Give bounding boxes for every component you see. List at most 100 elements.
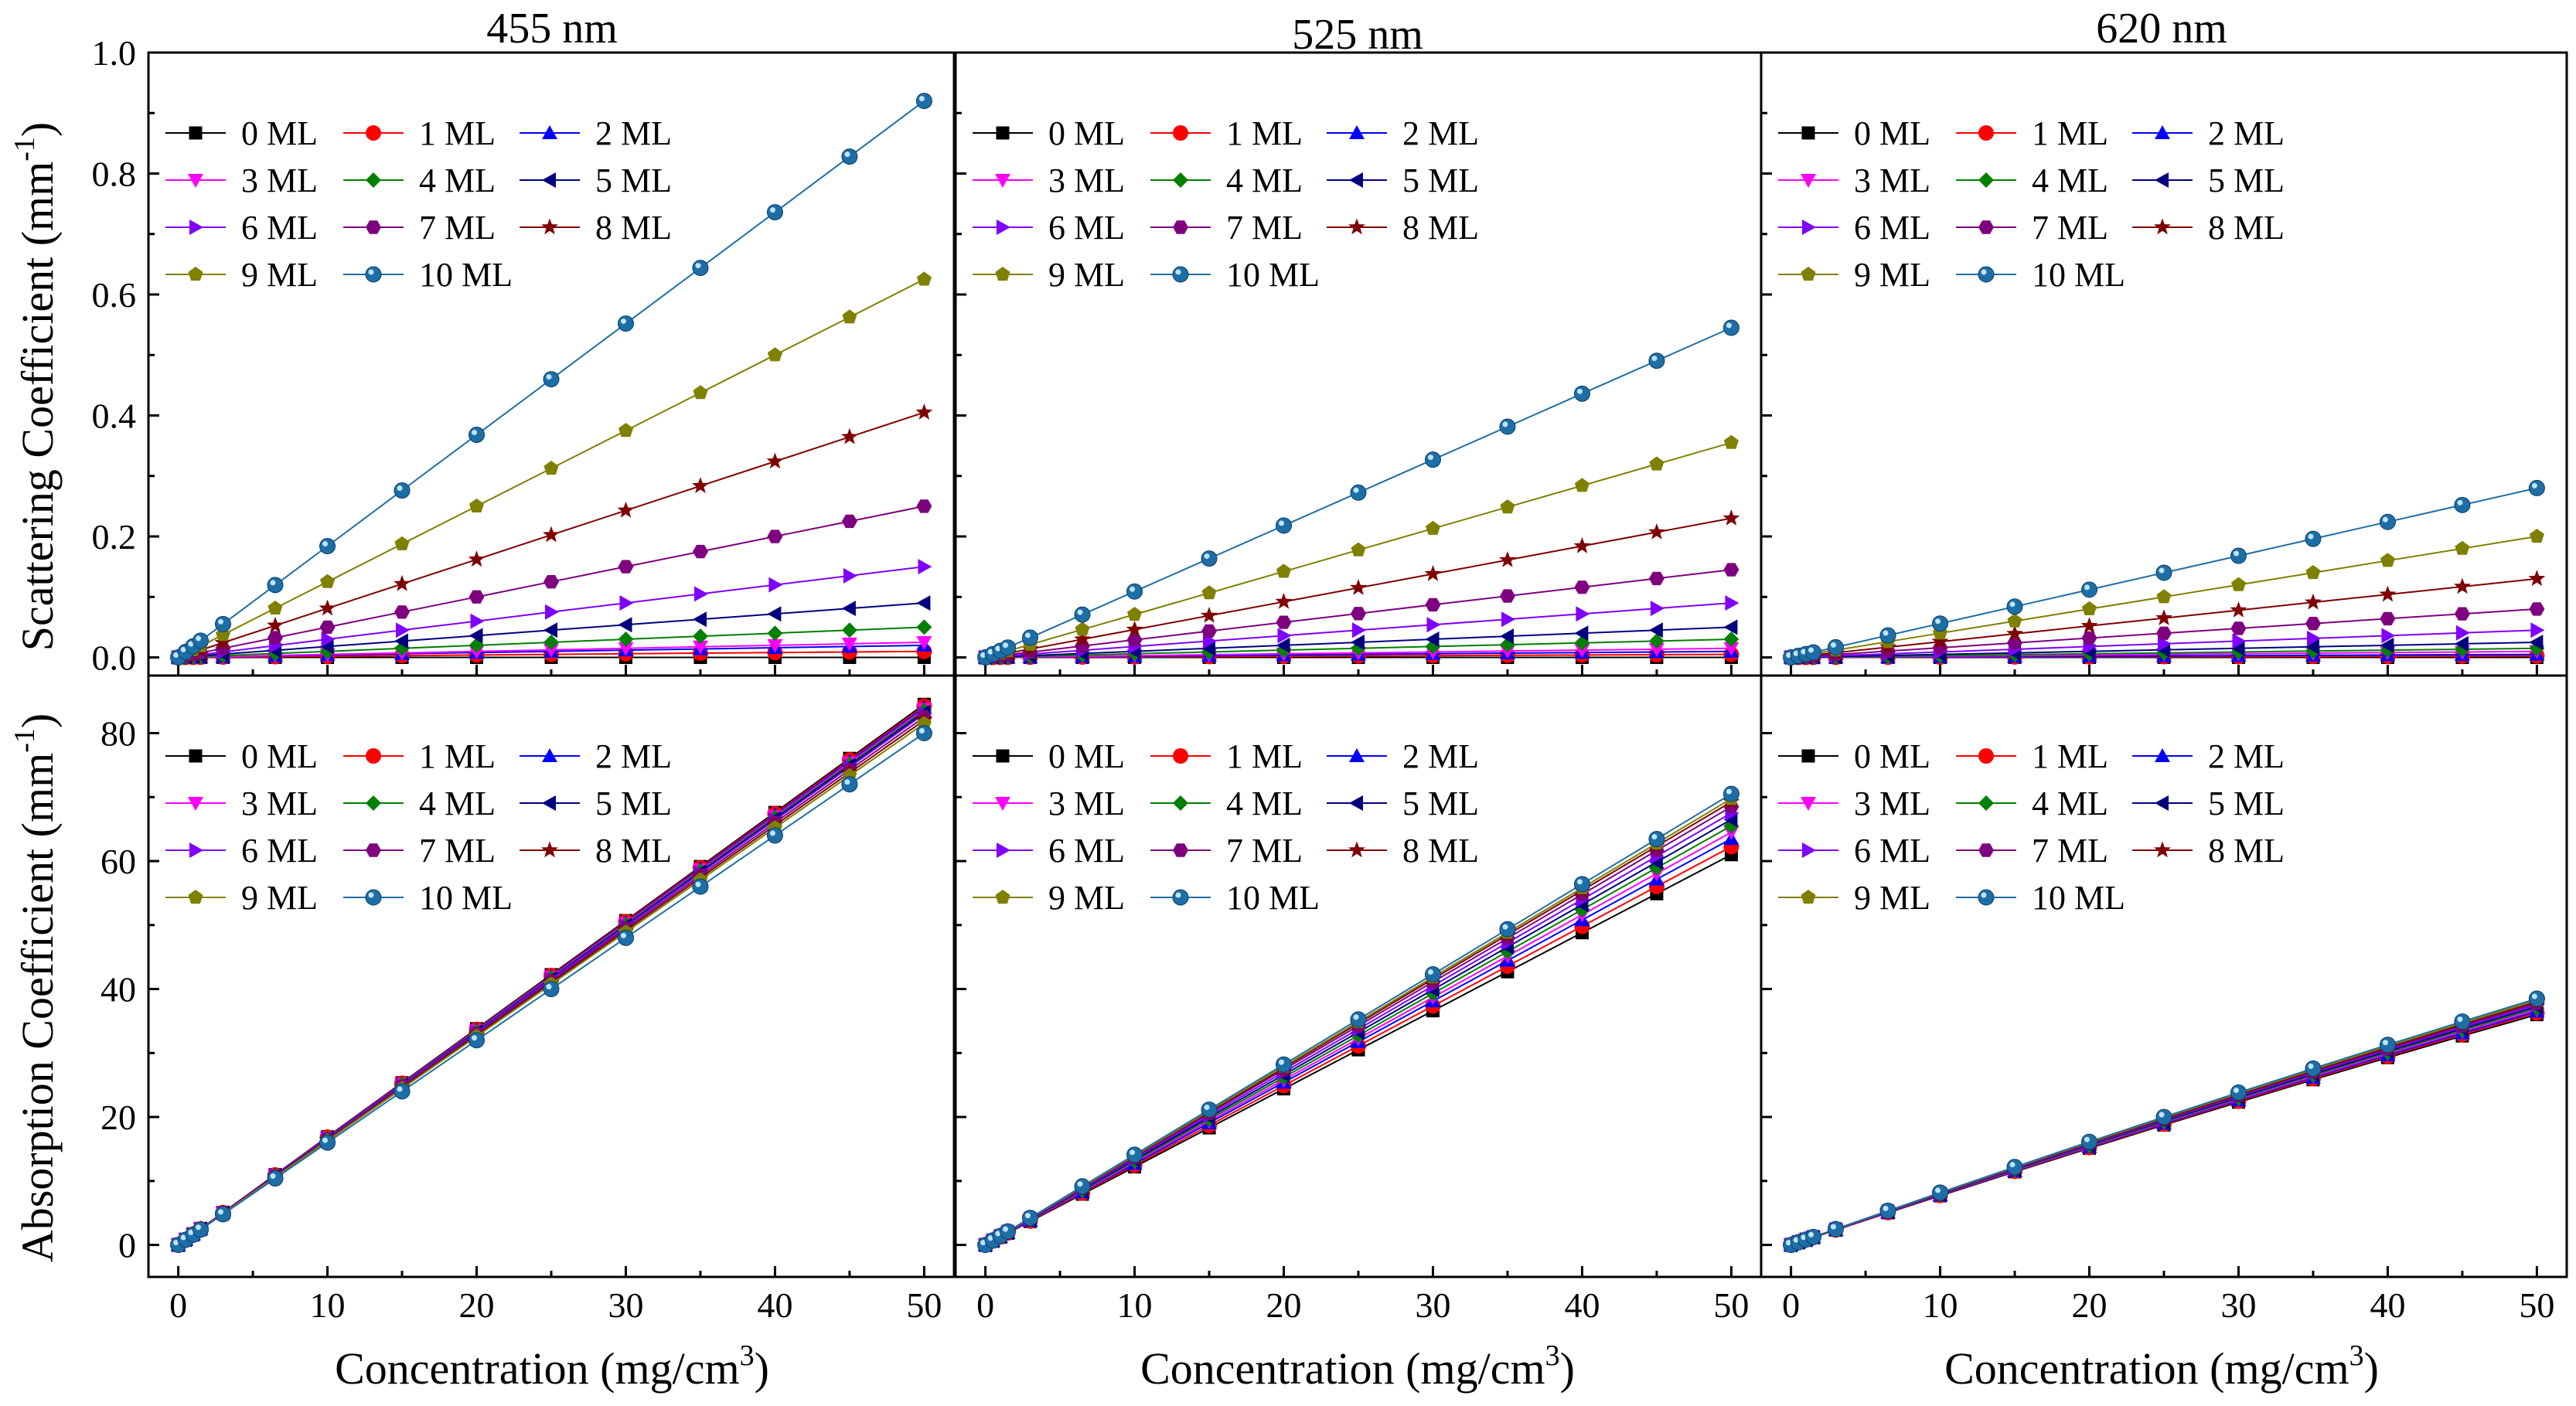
series-group <box>976 319 1740 666</box>
legend-marker <box>996 126 1010 140</box>
data-point-highlight <box>180 646 186 652</box>
data-point-highlight <box>1651 833 1658 839</box>
data-point <box>693 385 708 400</box>
data-point <box>1276 517 1293 534</box>
data-point <box>2379 1037 2396 1054</box>
data-point <box>1074 1178 1091 1195</box>
data-point <box>767 625 783 642</box>
legend-marker <box>2154 841 2171 858</box>
data-point <box>1000 1223 1017 1240</box>
legend-label: 1 ML <box>419 737 496 775</box>
x-tick-label: 0 <box>976 1285 994 1325</box>
data-point <box>1277 628 1292 644</box>
legend-label: 4 ML <box>419 162 496 199</box>
data-point <box>1932 615 1949 632</box>
x-tick-label: 10 <box>1117 1285 1153 1325</box>
data-point-highlight <box>695 881 701 887</box>
data-point <box>2454 577 2471 594</box>
legend-label: 1 ML <box>2032 114 2108 152</box>
data-point <box>2454 607 2470 621</box>
data-point-highlight <box>987 1235 993 1241</box>
legend-label: 9 ML <box>1854 879 1930 917</box>
legend-label: 8 ML <box>1402 209 1479 247</box>
data-point <box>319 620 336 635</box>
legend-label: 3 ML <box>1048 162 1125 199</box>
data-point <box>1126 583 1143 600</box>
legend-marker <box>1173 220 1188 234</box>
data-point <box>842 309 857 324</box>
data-point-highlight <box>980 1240 986 1246</box>
data-point-highlight <box>2382 516 2388 523</box>
legend-marker <box>1348 218 1365 235</box>
data-point <box>319 599 336 616</box>
legend-label: 6 ML <box>1048 832 1125 870</box>
x-tick-label: 30 <box>1415 1285 1450 1325</box>
legend-marker <box>189 220 203 235</box>
data-point <box>2307 630 2321 646</box>
legend-label: 6 ML <box>241 832 318 870</box>
data-point <box>2528 570 2546 587</box>
data-point <box>2305 593 2322 610</box>
data-point-highlight <box>1204 553 1210 560</box>
legend-marker <box>1801 749 1815 763</box>
y-tick-label: 0 <box>118 1226 136 1265</box>
series-group <box>169 93 933 666</box>
legend-marker <box>2155 795 2169 811</box>
data-point <box>2528 479 2545 496</box>
data-point <box>2230 1084 2247 1101</box>
data-point-highlight <box>188 641 194 647</box>
data-point <box>394 633 408 649</box>
data-point-highlight <box>1786 1240 1792 1246</box>
data-point <box>1722 785 1739 802</box>
data-point-highlight <box>1808 1231 1814 1237</box>
legend-marker <box>1801 174 1816 188</box>
legend-marker-highlight <box>368 892 374 898</box>
data-point <box>2006 1159 2023 1176</box>
legend-label: 6 ML <box>1854 209 1930 247</box>
data-point <box>693 628 708 645</box>
data-point <box>1573 876 1590 893</box>
legend-marker <box>541 841 558 858</box>
data-point-highlight <box>1726 788 1732 795</box>
data-point-highlight <box>620 318 626 325</box>
data-point <box>692 878 709 895</box>
legend-marker <box>542 172 556 188</box>
data-point <box>692 260 709 277</box>
data-point <box>1201 624 1217 638</box>
legend-label: 7 ML <box>419 209 496 247</box>
data-point-highlight <box>1793 650 1799 656</box>
y-tick-label: 40 <box>101 970 136 1009</box>
legend-label: 10 ML <box>2032 256 2125 294</box>
legend-label: 8 ML <box>2208 209 2285 247</box>
legend-label: 10 ML <box>419 879 513 917</box>
legend-label: 0 ML <box>1854 114 1930 152</box>
data-point <box>1276 615 1292 629</box>
data-point <box>543 643 559 658</box>
data-point <box>693 611 707 628</box>
data-point-highlight <box>1801 649 1807 655</box>
data-point <box>841 776 858 793</box>
data-point-highlight <box>1576 879 1583 885</box>
data-point <box>1275 593 1293 609</box>
data-point-highlight <box>1726 322 1732 329</box>
data-point <box>193 1221 210 1238</box>
legend-marker <box>1978 125 1994 141</box>
legend-marker <box>1978 795 1994 811</box>
data-point <box>214 634 232 650</box>
legend-marker-highlight <box>1175 269 1181 275</box>
legend-marker <box>188 890 203 904</box>
legend-label: 9 ML <box>241 256 318 294</box>
legend-marker <box>995 797 1010 811</box>
legend-label: 0 ML <box>1048 114 1125 152</box>
legend-label: 9 ML <box>241 879 318 917</box>
legend-label: 10 ML <box>2032 879 2125 917</box>
data-point <box>1126 1146 1143 1163</box>
data-point-highlight <box>1935 1187 1941 1193</box>
data-point <box>841 514 857 529</box>
data-point <box>618 632 634 647</box>
legend-label: 8 ML <box>595 209 672 247</box>
legend-marker <box>1349 748 1365 762</box>
data-point <box>1827 1220 1844 1237</box>
data-point-highlight <box>1279 520 1285 526</box>
